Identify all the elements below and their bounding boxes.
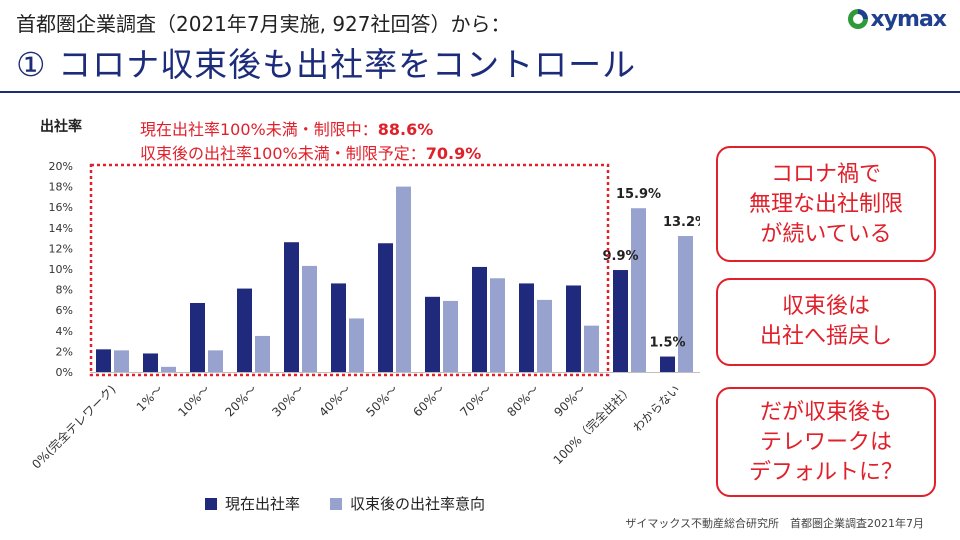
x-tick-label: 30%～: [269, 382, 306, 419]
y-axis-title: 出社率: [40, 118, 82, 135]
callout-restriction: コロナ禍で 無理な出社制限 が続いている: [716, 146, 936, 262]
summary-note-current-value: 88.6%: [377, 120, 434, 139]
x-tick-label: 70%～: [457, 382, 494, 419]
bar-current-10: [519, 283, 534, 372]
title-divider: [0, 91, 960, 93]
bar-future-2: [161, 366, 176, 372]
data-label: 15.9%: [616, 187, 661, 202]
xymax-logo: xymax: [847, 6, 947, 32]
bar-future-8: [443, 300, 458, 372]
bar-current-13: [660, 356, 675, 372]
bar-current-2: [143, 353, 158, 372]
legend-swatch-future: [330, 497, 343, 510]
x-tick-label: 20%～: [222, 382, 259, 419]
summary-note-current-text: 現在出社率100%未満・制限中：: [140, 120, 378, 139]
bar-current-6: [331, 283, 346, 372]
bar-future-10: [537, 299, 552, 372]
bar-future-4: [255, 335, 270, 372]
bar-future-13: [678, 236, 693, 372]
bar-current-7: [378, 243, 393, 372]
x-tick-label: 50%～: [363, 382, 400, 419]
xymax-logo-icon: [847, 8, 869, 29]
data-label: 1.5%: [649, 336, 685, 351]
y-tick-label: 16%: [49, 201, 73, 214]
legend-item-future: 収束後の出社率意向: [330, 493, 485, 514]
bar-current-12: [613, 270, 628, 372]
bar-current-11: [566, 285, 581, 372]
bar-future-5: [302, 265, 317, 372]
callout-line: 収束後は: [781, 294, 870, 319]
bar-current-3: [190, 302, 205, 372]
source-credit: ザイマックス不動産総合研究所 首都圏企業調査2021年7月: [625, 517, 924, 530]
callout-line: 出社へ揺戻し: [759, 324, 892, 349]
bar-future-6: [349, 318, 364, 372]
x-tick-label: 90%～: [551, 382, 588, 419]
bar-future-7: [396, 186, 411, 372]
y-tick-label: 8%: [56, 284, 73, 297]
data-label: 9.9%: [602, 249, 638, 264]
summary-note-current: 現在出社率100%未満・制限中：88.6%: [140, 118, 481, 142]
summary-note-future-value: 70.9%: [425, 144, 482, 163]
x-tick-label: 0%(完全テレワーク): [29, 382, 119, 472]
x-tick-label: 1%～: [134, 382, 166, 414]
y-tick-label: 20%: [49, 160, 73, 173]
callout-line: 無理な出社制限: [748, 192, 903, 217]
bar-future-1: [114, 350, 129, 372]
x-tick-label: 40%～: [316, 382, 353, 419]
y-tick-label: 4%: [56, 325, 73, 338]
summary-note-future: 収束後の出社率100%未満・制限予定：70.9%: [140, 142, 481, 166]
callout-rebound: 収束後は 出社へ揺戻し: [716, 278, 936, 366]
x-tick-label: 60%～: [410, 382, 447, 419]
callout-line: テレワークは: [759, 430, 892, 455]
bar-current-1: [96, 349, 111, 372]
bar-current-9: [472, 266, 487, 372]
xymax-logo-text: xymax: [870, 6, 947, 32]
bar-future-9: [490, 278, 505, 372]
chart-legend: 現在出社率 収束後の出社率意向: [205, 493, 515, 514]
y-tick-label: 6%: [56, 304, 73, 317]
x-tick-label: わからない: [630, 382, 682, 434]
x-tick-label: 10%～: [175, 382, 212, 419]
y-tick-label: 2%: [56, 345, 73, 358]
bar-current-8: [425, 296, 440, 372]
bar-future-3: [208, 350, 223, 372]
callout-line: だが収束後も: [759, 400, 892, 425]
callout-line: デフォルトに？: [748, 460, 903, 485]
callout-line: が続いている: [760, 222, 892, 247]
y-tick-label: 12%: [49, 242, 73, 255]
under-100-highlight-box: [89, 163, 610, 377]
legend-label-future: 収束後の出社率意向: [350, 495, 486, 513]
attendance-bar-chart: 出社率 0% 2% 4% 6% 8% 10% 12% 14% 16% 18% 20% 0%(完全テレワー…: [29, 118, 700, 472]
page-title: ① コロナ収束後も出社率をコントロール: [16, 45, 637, 84]
legend-swatch-current: [205, 497, 217, 510]
legend-label-current: 現在出社率: [225, 495, 301, 513]
x-tick-label: 80%～: [504, 382, 541, 419]
summary-note-future-text: 収束後の出社率100%未満・制限予定：: [140, 144, 426, 163]
y-tick-label: 10%: [49, 263, 73, 276]
x-tick-label: 100%（完全出社）: [550, 382, 636, 468]
bar-current-5: [284, 242, 299, 372]
callout-telework-default: だが収束後も テレワークは デフォルトに？: [716, 387, 936, 497]
y-tick-label: 0%: [56, 366, 73, 379]
callout-line: コロナ禍で: [770, 162, 881, 187]
summary-notes: 現在出社率100%未満・制限中：88.6% 収束後の出社率100%未満・制限予定…: [140, 118, 481, 166]
bar-future-11: [584, 325, 599, 372]
bar-current-4: [237, 288, 252, 372]
data-label: 13.2%: [663, 215, 700, 230]
y-tick-label: 18%: [49, 181, 73, 194]
legend-item-current: 現在出社率: [205, 493, 300, 514]
page-subtitle: 首都圏企業調査（2021年7月実施, 927社回答）から：: [16, 12, 511, 36]
y-tick-label: 14%: [49, 222, 73, 235]
bar-future-12: [631, 208, 646, 372]
